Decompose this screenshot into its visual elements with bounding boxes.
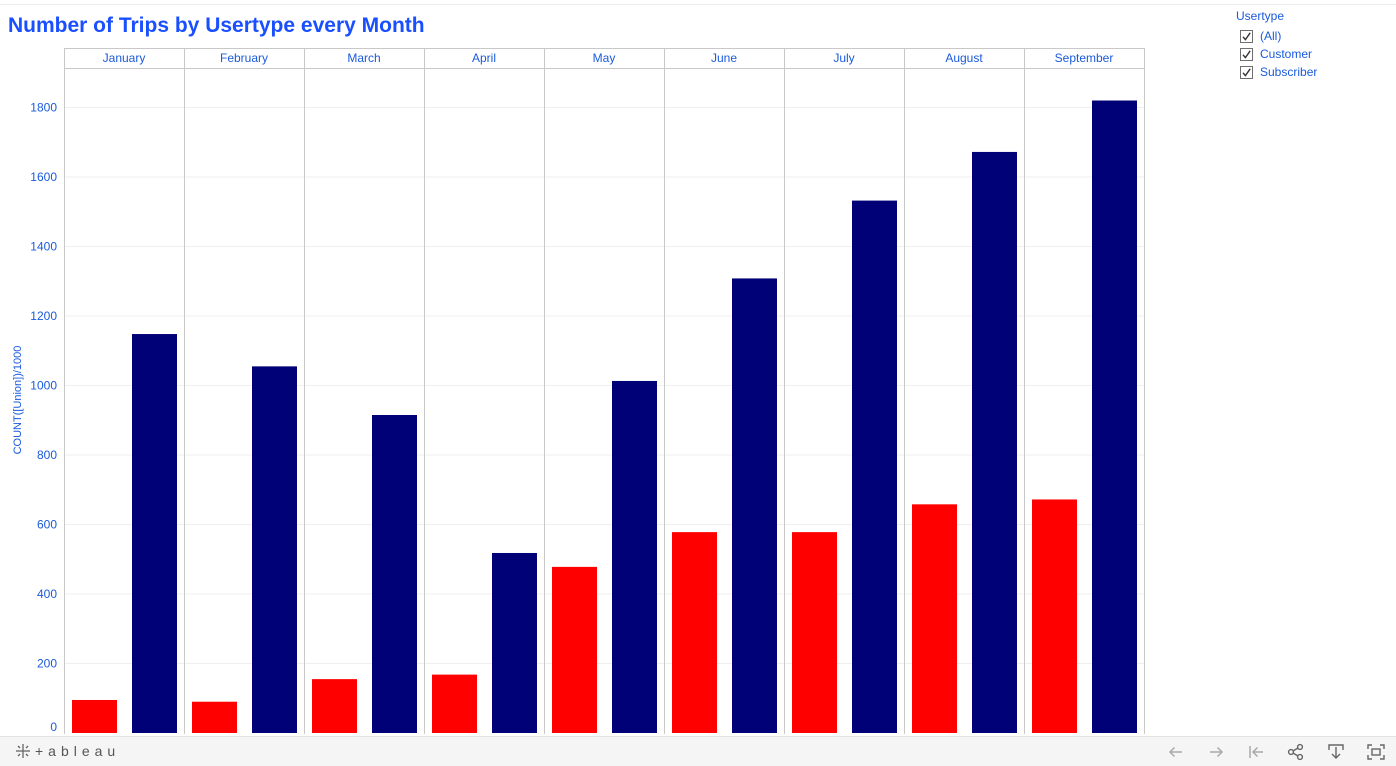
chart-title: Number of Trips by Usertype every Month: [8, 14, 425, 37]
bottom-toolbar: +ableau: [0, 736, 1396, 766]
legend-item-subscriber[interactable]: Subscriber: [1236, 63, 1317, 81]
y-tick-label: 1800: [30, 100, 57, 114]
bar-customer-january: [72, 699, 117, 733]
bar-subscriber-july: [852, 200, 897, 734]
y-tick-label: 1400: [30, 239, 57, 253]
revert-button[interactable]: [1246, 743, 1266, 761]
bar-subscriber-april: [492, 552, 537, 733]
bar-customer-may: [552, 566, 597, 733]
bar-subscriber-february: [252, 366, 297, 733]
redo-icon: [1210, 746, 1224, 758]
checkmark-icon: [1242, 67, 1251, 77]
bar-subscriber-september: [1092, 100, 1137, 733]
y-tick-label: 600: [37, 517, 57, 531]
legend-title: Usertype: [1236, 9, 1285, 23]
fullscreen-icon: [1367, 744, 1385, 760]
bar-customer-august: [912, 504, 957, 733]
bar-subscriber-may: [612, 380, 657, 733]
month-header: September: [1055, 51, 1114, 65]
y-tick-label: 1600: [30, 170, 57, 184]
fullscreen-button[interactable]: [1366, 743, 1386, 761]
legend-item-all[interactable]: (All): [1236, 27, 1317, 45]
y-tick-label: 800: [37, 448, 57, 462]
download-button[interactable]: [1326, 743, 1346, 761]
y-tick-label: 1000: [30, 378, 57, 392]
bar-customer-june: [672, 532, 717, 733]
y-tick-label: 200: [37, 656, 57, 670]
y-tick-label: 400: [37, 587, 57, 601]
bar-subscriber-june: [732, 278, 777, 733]
bar-subscriber-august: [972, 151, 1017, 733]
legend-label-customer: Customer: [1260, 47, 1313, 61]
month-header: February: [220, 51, 268, 65]
top-rule: [0, 4, 1396, 5]
undo-button[interactable]: [1166, 743, 1186, 761]
y-tick-label: 1200: [30, 309, 57, 323]
checkbox-subscriber[interactable]: [1240, 65, 1253, 79]
undo-icon: [1168, 746, 1182, 758]
checkmark-icon: [1242, 49, 1251, 59]
month-header: March: [347, 51, 380, 65]
tableau-cross-icon: [16, 744, 30, 758]
legend-label-subscriber: Subscriber: [1260, 65, 1318, 79]
download-icon: [1328, 744, 1344, 759]
bar-subscriber-january: [132, 334, 177, 733]
share-icon: [1287, 743, 1304, 761]
checkbox-customer[interactable]: [1240, 47, 1253, 61]
redo-button[interactable]: [1206, 743, 1226, 761]
month-header: May: [593, 51, 616, 65]
bar-customer-march: [312, 679, 357, 733]
usertype-legend: Usertype (All) Customer Subscriber: [1236, 9, 1317, 81]
bar-chart: January February March April May June July Augu…: [12, 48, 1145, 734]
legend-label-all: (All): [1260, 29, 1282, 43]
tableau-logo[interactable]: +ableau: [14, 742, 120, 760]
checkbox-all[interactable]: [1240, 29, 1253, 43]
checkmark-icon: [1242, 31, 1251, 41]
bar-customer-july: [792, 532, 837, 733]
y-axis-label: COUNT([Union])/1000: [12, 346, 24, 455]
share-button[interactable]: [1286, 743, 1306, 761]
bar-subscriber-march: [372, 415, 417, 733]
month-header: January: [103, 51, 146, 65]
month-header: July: [833, 51, 854, 65]
y-tick-label: 0: [50, 720, 57, 734]
legend-item-customer[interactable]: Customer: [1236, 45, 1317, 63]
bar-customer-september: [1032, 499, 1077, 733]
bar-customer-february: [192, 701, 237, 733]
revert-icon: [1249, 746, 1263, 758]
tableau-wordmark: +ableau: [35, 743, 121, 759]
bar-customer-april: [432, 674, 477, 733]
month-header: April: [472, 51, 496, 65]
month-header: August: [945, 51, 983, 65]
month-header: June: [711, 51, 737, 65]
